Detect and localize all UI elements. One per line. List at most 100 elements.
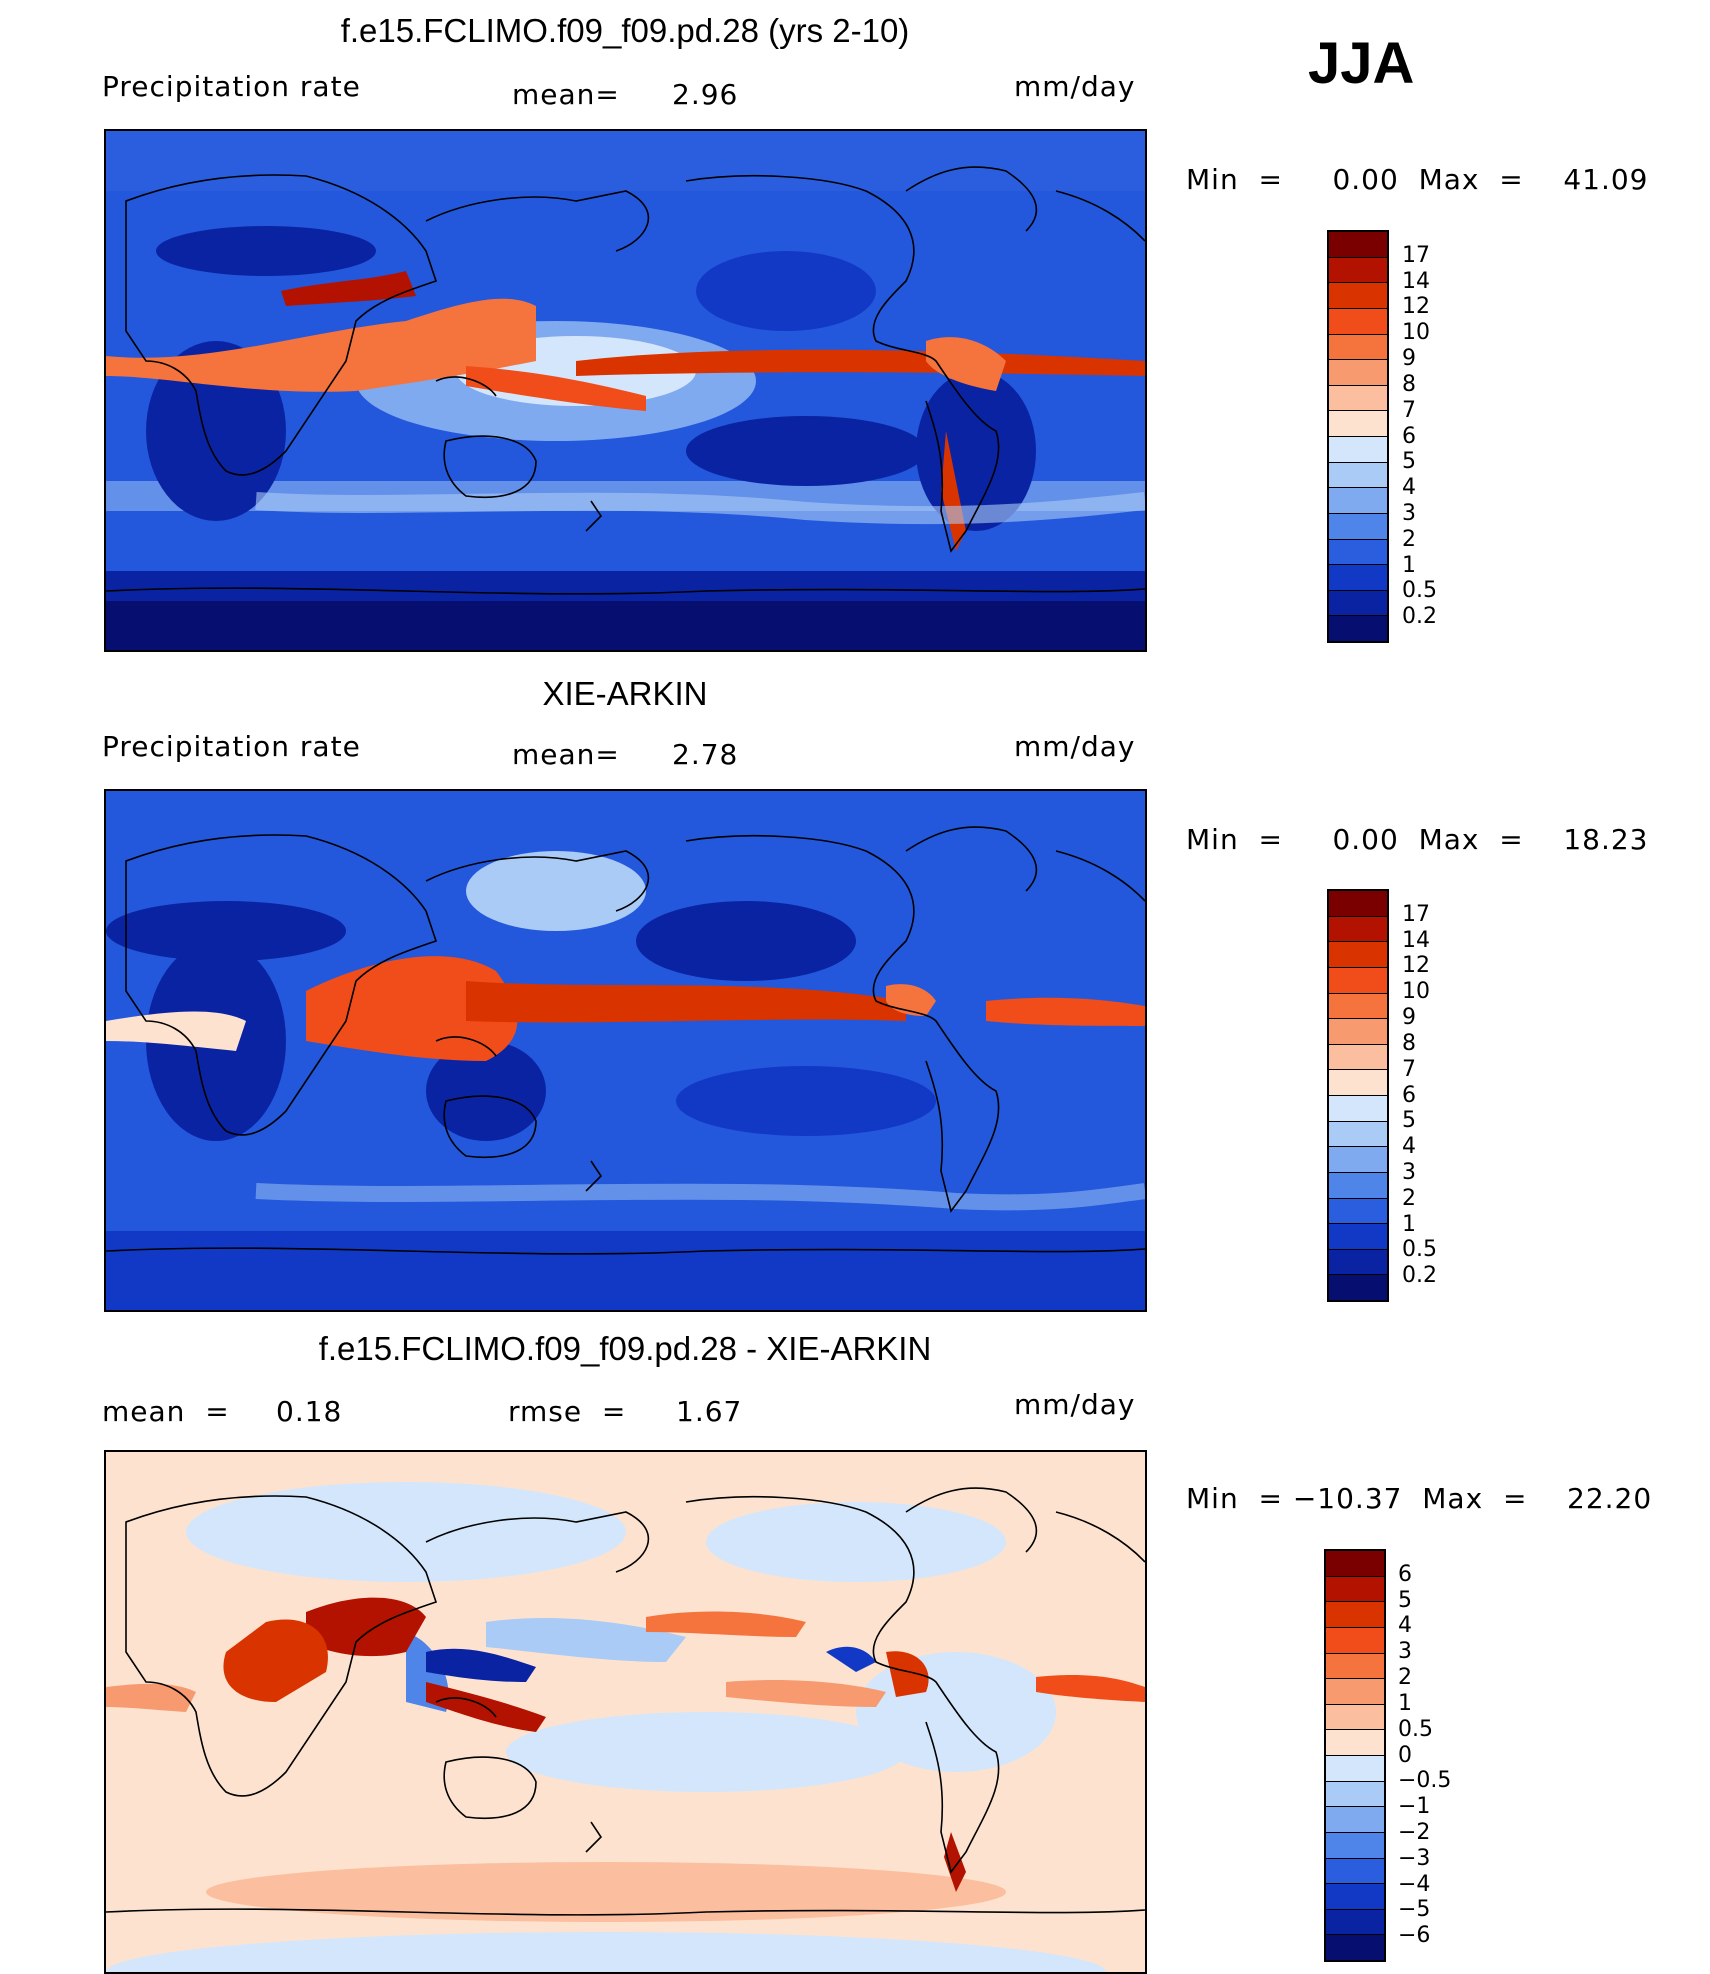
panel1-colorbar-swatch bbox=[1329, 488, 1387, 514]
panel2-colorbar-swatch bbox=[1329, 1224, 1387, 1250]
panel1-colorbar-tick-label: 3 bbox=[1402, 500, 1416, 526]
panel2-colorbar-tick-label: 9 bbox=[1402, 1005, 1416, 1031]
panel3-colorbar-tick-label: −3 bbox=[1398, 1845, 1431, 1871]
panel3-colorbar-tick-label: −1 bbox=[1398, 1794, 1431, 1820]
panel1-colorbar-swatch bbox=[1329, 232, 1387, 258]
panel2-precip-field bbox=[106, 791, 1145, 1310]
panel1-variable-label: Precipitation rate bbox=[102, 70, 361, 103]
panel2-variable-label: Precipitation rate bbox=[102, 730, 361, 763]
panel1-colorbar-tick-label: 0.5 bbox=[1402, 578, 1437, 604]
panel3-colorbar-tick-label: 0.5 bbox=[1398, 1716, 1433, 1742]
panel3-colorbar-swatch bbox=[1326, 1884, 1384, 1910]
panel1-colorbar-tick-label: 9 bbox=[1402, 346, 1416, 372]
panel1-colorbar-tick-label: 1 bbox=[1402, 552, 1416, 578]
panel1-colorbar-swatch bbox=[1329, 411, 1387, 437]
panel3-colorbar-tick-label: −0.5 bbox=[1398, 1768, 1452, 1794]
panel3-title: f.e15.FCLIMO.f09_f09.pd.28 - XIE-ARKIN bbox=[318, 1330, 932, 1367]
panel2-colorbar-tick-label: 0.5 bbox=[1402, 1237, 1437, 1263]
panel1-colorbar-swatch bbox=[1329, 539, 1387, 566]
panel3-colorbar-tick-label: 1 bbox=[1398, 1690, 1412, 1716]
panel2-colorbar-swatch bbox=[1329, 1172, 1387, 1199]
panel3-colorbar-swatch bbox=[1326, 1832, 1384, 1859]
panel1-colorbar-swatch bbox=[1329, 360, 1387, 386]
panel2-colorbar-swatch bbox=[1329, 993, 1387, 1020]
panel2-colorbar-swatch bbox=[1329, 1275, 1387, 1300]
panel3-colorbar-swatch bbox=[1326, 1807, 1384, 1833]
panel3-colorbar-swatch bbox=[1326, 1602, 1384, 1628]
panel2-colorbar-swatch bbox=[1329, 967, 1387, 994]
panel3-colorbar-swatch bbox=[1326, 1627, 1384, 1654]
panel2-colorbar-tick-label: 3 bbox=[1402, 1159, 1416, 1185]
panel3-colorbar-swatch bbox=[1326, 1730, 1384, 1756]
panel2-colorbar-tick-label: 5 bbox=[1402, 1108, 1416, 1134]
panel2-colorbar-swatch bbox=[1329, 891, 1387, 917]
panel1-colorbar-tick-label: 6 bbox=[1402, 423, 1416, 449]
panel2-colorbar-swatch bbox=[1329, 1044, 1387, 1071]
panel1-colorbar-tick-label: 7 bbox=[1402, 397, 1416, 423]
panel1-map bbox=[104, 129, 1147, 652]
panel1-colorbar-swatch bbox=[1329, 334, 1387, 361]
panel2-title: XIE-ARKIN bbox=[542, 675, 708, 712]
panel3-colorbar-tick-label: −5 bbox=[1398, 1897, 1431, 1923]
panel2-colorbar-swatch bbox=[1329, 916, 1387, 943]
panel3-map bbox=[104, 1450, 1147, 1974]
panel2-colorbar-tick-label: 12 bbox=[1402, 953, 1430, 979]
panel2-colorbar-swatch bbox=[1329, 1121, 1387, 1148]
panel1-colorbar-swatch bbox=[1329, 565, 1387, 591]
panel2-mean-label: mean= bbox=[512, 738, 620, 771]
panel3-colorbar-tick-label: 3 bbox=[1398, 1639, 1412, 1665]
panel3-mean-label: mean = bbox=[102, 1395, 230, 1428]
panel2-minmax: Min = 0.00 Max = 18.23 bbox=[1186, 823, 1649, 856]
panel1-colorbar-tick-label: 4 bbox=[1402, 475, 1416, 501]
panel2-colorbar-tick-label: 8 bbox=[1402, 1030, 1416, 1056]
panel3-colorbar-swatch bbox=[1326, 1653, 1384, 1680]
panel3-colorbar-tick-label: −6 bbox=[1398, 1923, 1431, 1949]
panel2-colorbar-swatch bbox=[1329, 1147, 1387, 1173]
panel3-colorbar bbox=[1324, 1549, 1386, 1962]
panel1-precip-field bbox=[106, 131, 1145, 650]
panel3-colorbar-tick-label: 2 bbox=[1398, 1665, 1412, 1691]
panel2-map bbox=[104, 789, 1147, 1312]
panel1-colorbar-swatch bbox=[1329, 257, 1387, 284]
panel3-colorbar-tick-label: 4 bbox=[1398, 1613, 1412, 1639]
panel3-difference-field bbox=[106, 1452, 1145, 1972]
panel3-colorbar-tick-label: 5 bbox=[1398, 1587, 1412, 1613]
panel2-colorbar-swatch bbox=[1329, 1198, 1387, 1225]
panel2-colorbar-tick-label: 17 bbox=[1402, 901, 1430, 927]
panel3-colorbar-swatch bbox=[1326, 1551, 1384, 1577]
panel3-minmax: Min = −10.37 Max = 22.20 bbox=[1186, 1482, 1653, 1515]
panel1-colorbar-tick-label: 12 bbox=[1402, 294, 1430, 320]
panel1-colorbar bbox=[1327, 230, 1389, 643]
panel3-units: mm/day bbox=[1014, 1388, 1136, 1421]
panel2-colorbar-tick-label: 4 bbox=[1402, 1134, 1416, 1160]
panel1-mean-value: 2.96 bbox=[672, 78, 739, 111]
panel1-colorbar-swatch bbox=[1329, 308, 1387, 335]
season-label: JJA bbox=[1308, 31, 1415, 96]
panel1-colorbar-swatch bbox=[1329, 385, 1387, 412]
panel2-colorbar-tick-label: 7 bbox=[1402, 1056, 1416, 1082]
panel3-colorbar-tick-label: −4 bbox=[1398, 1871, 1431, 1897]
panel3-colorbar-swatch bbox=[1326, 1858, 1384, 1885]
panel1-colorbar-swatch bbox=[1329, 437, 1387, 463]
panel1-colorbar-tick-label: 10 bbox=[1402, 320, 1430, 346]
panel2-units: mm/day bbox=[1014, 730, 1136, 763]
panel3-colorbar-tick-label: 6 bbox=[1398, 1561, 1412, 1587]
panel3-colorbar-swatch bbox=[1326, 1935, 1384, 1960]
panel3-colorbar-tick-label: 0 bbox=[1398, 1742, 1412, 1768]
panel1-title: f.e15.FCLIMO.f09_f09.pd.28 (yrs 2-10) bbox=[340, 12, 910, 49]
panel3-mean-value: 0.18 bbox=[276, 1395, 343, 1428]
panel2-colorbar-tick-label: 0.2 bbox=[1402, 1263, 1437, 1289]
panel1-colorbar-tick-label: 17 bbox=[1402, 242, 1430, 268]
panel1-colorbar-tick-label: 8 bbox=[1402, 371, 1416, 397]
panel1-minmax: Min = 0.00 Max = 41.09 bbox=[1186, 163, 1649, 196]
panel1-colorbar-swatch bbox=[1329, 283, 1387, 309]
panel2-colorbar-tick-label: 1 bbox=[1402, 1211, 1416, 1237]
panel2-colorbar-swatch bbox=[1329, 1096, 1387, 1122]
panel1-colorbar-tick-label: 0.2 bbox=[1402, 604, 1437, 630]
panel3-colorbar-swatch bbox=[1326, 1679, 1384, 1705]
panel2-colorbar-tick-label: 10 bbox=[1402, 979, 1430, 1005]
panel2-colorbar-swatch bbox=[1329, 942, 1387, 968]
panel3-rmse-label: rmse = bbox=[508, 1395, 627, 1428]
panel2-colorbar-tick-label: 2 bbox=[1402, 1185, 1416, 1211]
panel1-colorbar-tick-label: 14 bbox=[1402, 268, 1430, 294]
